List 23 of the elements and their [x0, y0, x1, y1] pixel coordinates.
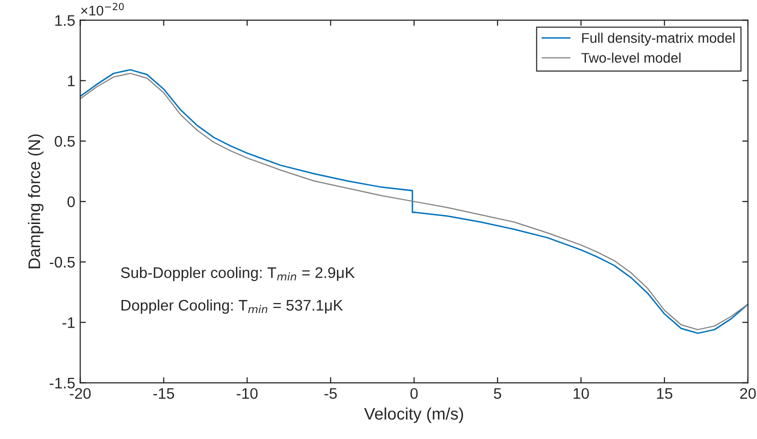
y-tick-label: 0.5	[54, 136, 75, 147]
y-tick-label: 1.5	[55, 15, 75, 26]
x-tick-label: -15	[153, 388, 174, 399]
y-tick-label: -1.5	[50, 378, 75, 388]
x-tick-label: -10	[236, 388, 258, 399]
x-tick-label: 15	[657, 388, 672, 399]
text: ×10$^{−20}$	[81, 2, 124, 16]
y-tick-label: -1	[62, 317, 75, 328]
y-axis-title: Damping force (N)	[28, 134, 44, 268]
x-tick-label: -5	[324, 388, 337, 399]
x-tick-label: 5	[494, 388, 502, 399]
y-tick-label: 1	[68, 76, 75, 86]
annotation: Sub-Doppler cooling: T$_{min}$ = 2.9μK	[120, 266, 355, 282]
x-tick-label: -20	[70, 388, 91, 399]
x-axis-title: Velocity (m/s)	[364, 407, 464, 424]
y-tick-label: -0.5	[50, 256, 75, 268]
annotation: Doppler Cooling: T$_{min}$ = 537.1μK	[122, 299, 343, 314]
x-tick-label: 20	[740, 388, 756, 399]
legend-label: Full density-matrix model	[582, 32, 734, 46]
x-tick-label: 10	[574, 388, 589, 399]
x-tick-label: 0	[410, 388, 418, 399]
y-tick-label: 0	[67, 196, 75, 208]
legend-label: Two-level model	[581, 52, 680, 63]
